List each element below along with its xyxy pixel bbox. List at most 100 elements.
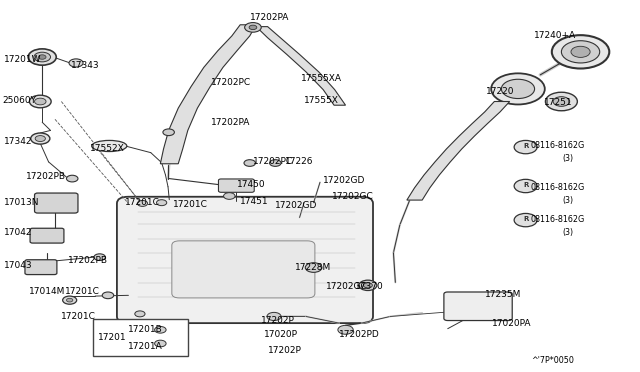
Text: 08116-8162G: 08116-8162G	[531, 183, 585, 192]
Circle shape	[364, 283, 372, 288]
Text: 17342: 17342	[4, 137, 33, 146]
Text: 17202GC: 17202GC	[332, 192, 373, 201]
Text: 17343: 17343	[71, 61, 100, 70]
Text: 17020PA: 17020PA	[492, 319, 532, 328]
Circle shape	[223, 193, 235, 199]
Text: 17043: 17043	[4, 261, 33, 270]
Text: 08116-8162G: 08116-8162G	[531, 141, 585, 150]
Polygon shape	[407, 102, 509, 200]
Text: 17202PD: 17202PD	[339, 330, 380, 340]
Text: 17202PC: 17202PC	[253, 157, 293, 166]
Text: 17202P: 17202P	[261, 316, 295, 325]
Circle shape	[102, 292, 114, 299]
Text: 17202GD: 17202GD	[275, 201, 317, 210]
Circle shape	[249, 25, 257, 30]
Circle shape	[63, 296, 77, 304]
Circle shape	[514, 179, 537, 193]
FancyBboxPatch shape	[172, 241, 315, 298]
Text: 17251: 17251	[543, 98, 572, 107]
Circle shape	[67, 298, 73, 302]
Text: 17202GD: 17202GD	[323, 176, 365, 185]
Text: 17202GC: 17202GC	[326, 282, 368, 291]
Circle shape	[35, 98, 46, 105]
Circle shape	[244, 23, 261, 32]
Circle shape	[155, 340, 166, 347]
FancyBboxPatch shape	[117, 197, 373, 323]
Circle shape	[31, 133, 50, 144]
Circle shape	[553, 97, 570, 106]
Text: ^'7P*0050: ^'7P*0050	[531, 356, 573, 365]
Text: 17220: 17220	[486, 87, 515, 96]
Text: 17202PA: 17202PA	[211, 119, 251, 128]
FancyBboxPatch shape	[30, 228, 64, 243]
Polygon shape	[161, 25, 256, 164]
Text: 17201C: 17201C	[61, 312, 96, 321]
Text: R: R	[523, 182, 529, 188]
Circle shape	[69, 59, 83, 67]
Text: 17201C: 17201C	[125, 198, 160, 207]
Circle shape	[138, 201, 148, 206]
FancyBboxPatch shape	[25, 260, 57, 275]
Circle shape	[244, 160, 255, 166]
Text: (3): (3)	[563, 154, 574, 163]
Circle shape	[35, 136, 45, 141]
Polygon shape	[256, 27, 346, 105]
Circle shape	[157, 200, 167, 206]
Text: 17226: 17226	[285, 157, 314, 166]
Circle shape	[552, 35, 609, 68]
Text: 17235M: 17235M	[484, 290, 521, 299]
Text: (3): (3)	[563, 196, 574, 205]
Text: 08116-8162G: 08116-8162G	[531, 215, 585, 224]
Circle shape	[38, 55, 46, 59]
Text: 17202PB: 17202PB	[68, 256, 108, 264]
Circle shape	[571, 46, 590, 57]
Text: 17201A: 17201A	[129, 341, 163, 350]
Circle shape	[545, 92, 577, 111]
Circle shape	[491, 73, 545, 105]
Circle shape	[561, 41, 600, 63]
Text: 17201: 17201	[99, 333, 127, 343]
Text: 17013N: 17013N	[4, 198, 40, 207]
Circle shape	[135, 311, 145, 317]
Text: 17201C: 17201C	[173, 200, 208, 209]
FancyBboxPatch shape	[444, 292, 512, 321]
FancyBboxPatch shape	[35, 193, 78, 213]
Circle shape	[514, 140, 537, 154]
Circle shape	[267, 312, 281, 321]
Circle shape	[359, 280, 377, 291]
Text: 17201B: 17201B	[129, 325, 163, 334]
Text: 17552X: 17552X	[90, 144, 125, 153]
Circle shape	[338, 326, 353, 334]
Circle shape	[67, 175, 78, 182]
Circle shape	[163, 129, 174, 136]
Text: 17201C: 17201C	[65, 287, 99, 296]
Text: 17555X: 17555X	[304, 96, 339, 105]
Circle shape	[514, 214, 537, 227]
Ellipse shape	[92, 140, 127, 151]
FancyBboxPatch shape	[218, 179, 254, 192]
Circle shape	[269, 160, 281, 166]
Text: 17201W: 17201W	[4, 55, 42, 64]
Text: 17020P: 17020P	[264, 330, 298, 340]
Text: 17555XA: 17555XA	[301, 74, 342, 83]
FancyBboxPatch shape	[93, 320, 188, 356]
Text: 17014M: 17014M	[29, 287, 66, 296]
Text: 17450: 17450	[237, 180, 266, 189]
Circle shape	[28, 49, 56, 65]
Text: 17240+A: 17240+A	[534, 31, 576, 41]
Text: 17202P: 17202P	[268, 346, 301, 355]
Circle shape	[305, 263, 322, 272]
Circle shape	[94, 254, 106, 260]
Text: 17042: 17042	[4, 228, 33, 237]
Text: R: R	[523, 143, 529, 149]
Circle shape	[155, 327, 166, 333]
Circle shape	[29, 95, 51, 108]
Text: 25060Y: 25060Y	[3, 96, 36, 105]
Text: 17202PA: 17202PA	[250, 13, 289, 22]
Text: 17370: 17370	[355, 282, 384, 291]
Circle shape	[34, 52, 51, 62]
Text: 17202PB: 17202PB	[26, 172, 66, 181]
Text: 17202PC: 17202PC	[211, 78, 252, 87]
Text: 17451: 17451	[240, 197, 269, 206]
Text: (3): (3)	[563, 228, 574, 237]
